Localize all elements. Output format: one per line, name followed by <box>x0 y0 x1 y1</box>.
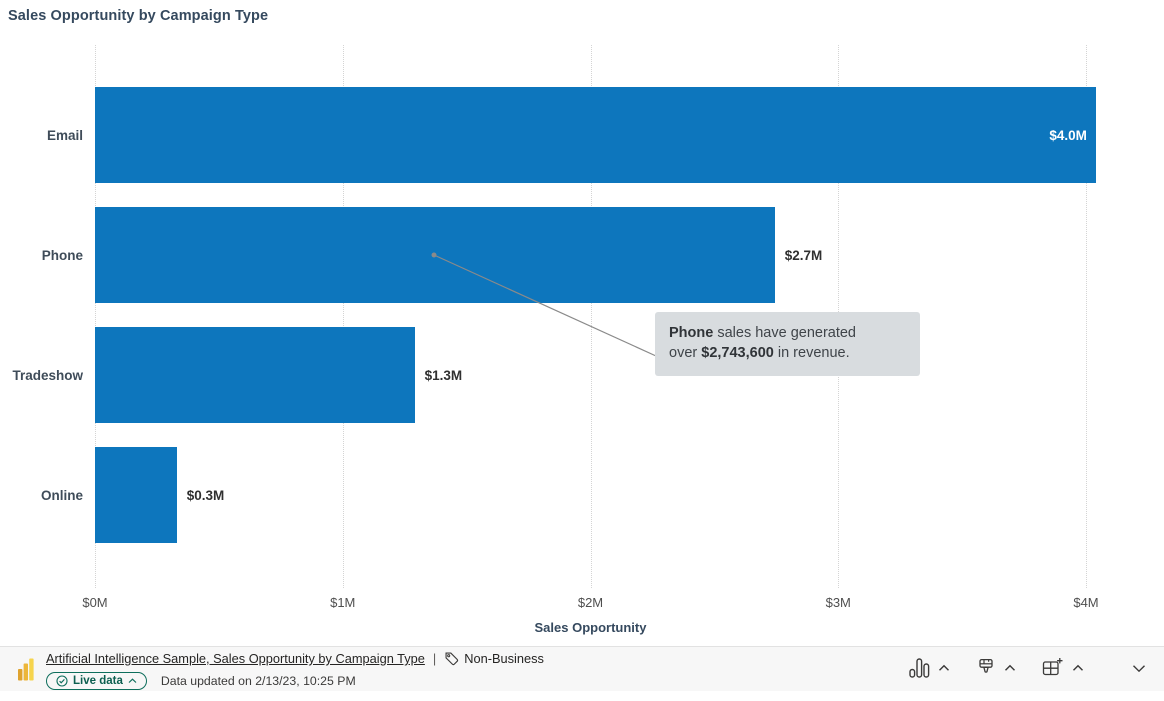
add-visual-button[interactable] <box>1042 657 1084 679</box>
visual-type-button[interactable] <box>909 657 950 679</box>
bar-online[interactable] <box>95 447 177 543</box>
live-data-pill[interactable]: Live data <box>46 672 147 690</box>
x-tick-label: $3M <box>825 595 851 610</box>
gridline <box>95 45 96 588</box>
gridline <box>342 45 344 588</box>
tag-icon <box>445 652 459 666</box>
x-tick-label: $1M <box>330 595 356 610</box>
dataset-link[interactable]: Artificial Intelligence Sample, Sales Op… <box>46 651 425 666</box>
sensitivity-label: Non-Business <box>444 651 544 666</box>
data-label-online: $0.3M <box>186 487 225 503</box>
chevron-up-icon <box>1004 664 1016 671</box>
paintbrush-icon <box>979 658 993 673</box>
chevron-down-icon <box>1133 664 1145 672</box>
footer-info: Artificial Intelligence Sample, Sales Op… <box>46 649 544 690</box>
bar-tradeshow[interactable] <box>95 327 415 423</box>
bar-chart-plot-area: $0M $1M $2M $3M $4M Email $4.0M Phone $2.7M Trade… <box>12 45 1099 635</box>
bar-phone[interactable] <box>95 207 775 303</box>
chevron-up-icon <box>1072 664 1084 671</box>
format-visual-button[interactable] <box>976 657 1016 679</box>
source-row: Artificial Intelligence Sample, Sales Op… <box>46 649 544 668</box>
status-row: Live data Data updated on 2/13/23, 10:25… <box>46 672 544 690</box>
category-label-phone: Phone <box>41 247 83 263</box>
category-label-online: Online <box>40 487 83 503</box>
x-tick-label: $4M <box>1073 595 1099 610</box>
footer-bar: Artificial Intelligence Sample, Sales Op… <box>0 646 1164 691</box>
insight-callout: Phone sales have generated over $2,743,6… <box>655 312 920 376</box>
separator: | <box>432 651 437 666</box>
data-label-tradeshow: $1.3M <box>424 367 463 383</box>
chevron-up-icon <box>128 678 137 683</box>
check-circle-icon <box>56 675 68 687</box>
chart-title: Sales Opportunity by Campaign Type <box>8 8 269 24</box>
chevron-up-icon <box>938 664 950 671</box>
gridline <box>1086 45 1087 588</box>
footer-toolbar <box>883 657 1146 679</box>
x-tick-label: $0M <box>82 595 108 610</box>
data-label-phone: $2.7M <box>784 247 823 263</box>
bar-email[interactable] <box>95 87 1096 183</box>
data-updated-text: Data updated on 2/13/23, 10:25 PM <box>160 674 356 688</box>
bar-chart-icon <box>909 658 930 678</box>
collapse-toolbar-button[interactable] <box>1132 664 1146 673</box>
power-bi-logo <box>18 658 34 681</box>
insight-text: Phone sales have generated over $2,743,6… <box>669 325 856 361</box>
category-label-email: Email <box>46 127 83 143</box>
category-label-tradeshow: Tradeshow <box>12 367 83 383</box>
grid-add-icon <box>1042 658 1063 676</box>
x-axis-title: Sales Opportunity <box>534 620 647 635</box>
data-label-email: $4.0M <box>1049 127 1087 143</box>
x-tick-label: $2M <box>577 595 604 610</box>
